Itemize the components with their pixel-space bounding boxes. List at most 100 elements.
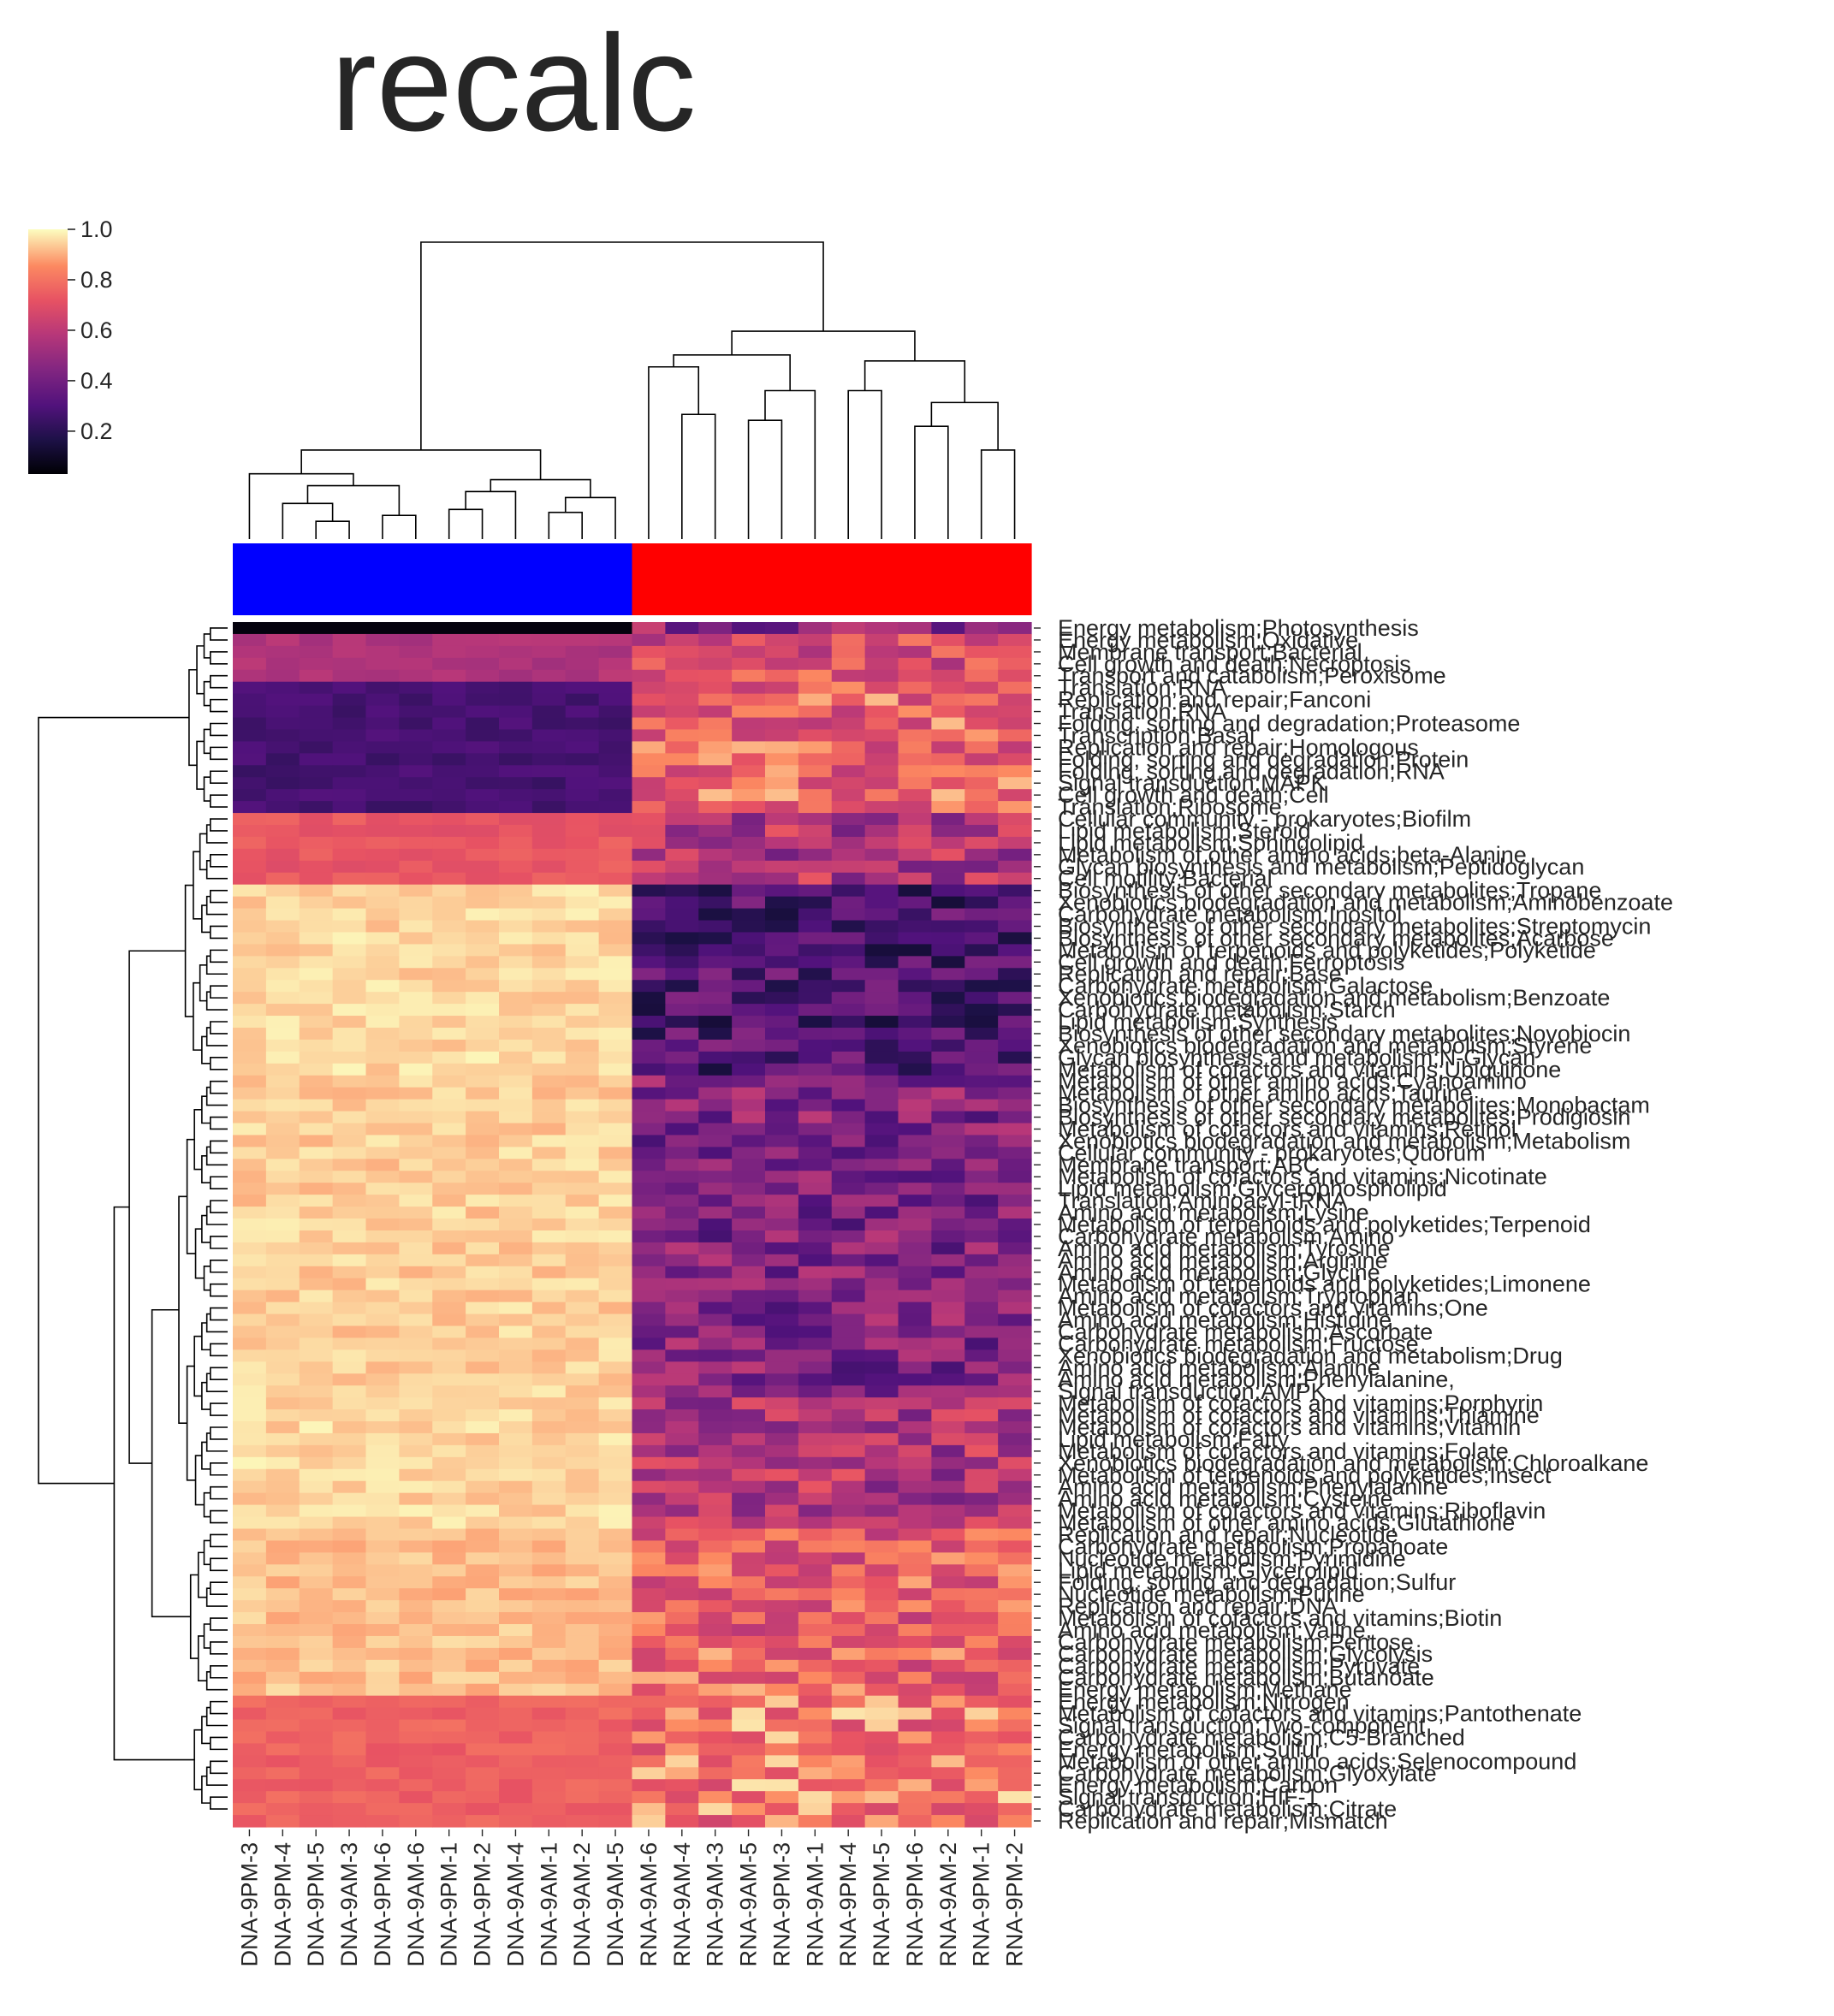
heatmap-cell [432, 753, 466, 766]
heatmap-cell [665, 1337, 699, 1350]
heatmap-cell [831, 1159, 866, 1171]
heatmap-cell [665, 1099, 699, 1112]
heatmap-cell [432, 1337, 466, 1350]
heatmap-cell [399, 836, 433, 850]
heatmap-cell [565, 1183, 600, 1195]
heatmap-cell [632, 693, 666, 707]
heatmap-cell [499, 1600, 533, 1613]
heatmap-cell [831, 1183, 866, 1195]
heatmap-cell [332, 1016, 367, 1029]
heatmap-cell [698, 908, 733, 922]
heatmap-cell [864, 1779, 899, 1792]
heatmap-cell [332, 1528, 367, 1542]
heatmap-cell [499, 1516, 533, 1530]
heatmap-cell [765, 1432, 799, 1446]
heatmap-cell [565, 1027, 600, 1041]
heatmap-cell [898, 1385, 932, 1398]
heatmap-cell [265, 645, 300, 659]
heatmap-cell [531, 1135, 567, 1147]
heatmap-cell [499, 717, 533, 731]
heatmap-cell [265, 1290, 300, 1303]
heatmap-cell [698, 1671, 733, 1685]
heatmap-cell [898, 622, 932, 635]
heatmap-cell [831, 645, 866, 659]
heatmap-cell [365, 1659, 400, 1673]
heatmap-cell [531, 1337, 567, 1350]
row-label: Metabolism of cofactors and vitamins;One [1058, 1296, 1488, 1321]
heatmap-cell [698, 645, 733, 659]
heatmap-cell [531, 848, 567, 862]
heatmap-cell [964, 789, 999, 802]
heatmap-cell [964, 1803, 999, 1816]
heatmap-cell [931, 1528, 965, 1542]
heatmap-cell [931, 1659, 965, 1673]
heatmap-cell [365, 1337, 400, 1350]
heatmap-cell [964, 753, 999, 766]
heatmap-cell [964, 1123, 999, 1136]
heatmap-cell [265, 1743, 300, 1756]
heatmap-cell [998, 1004, 1032, 1017]
heatmap-cell [365, 1576, 400, 1589]
heatmap-cell [864, 1600, 899, 1613]
heatmap-cell [931, 1123, 965, 1136]
heatmap-cell [798, 1767, 833, 1780]
heatmap-cell [466, 1456, 500, 1470]
heatmap-cell [732, 992, 766, 1005]
heatmap-cell [765, 1528, 799, 1542]
heatmap-cell [765, 1624, 799, 1637]
heatmap-cell [365, 765, 400, 778]
row-label: Glycan biosynthesis and metabolism;Pepti… [1058, 854, 1584, 880]
heatmap-cell [931, 1695, 965, 1709]
heatmap-cell [466, 765, 500, 778]
heatmap-cell [698, 777, 733, 790]
heatmap-cell [432, 1659, 466, 1673]
dendrogram-link [210, 1260, 228, 1273]
heatmap-cell [665, 693, 699, 707]
heatmap-cell [332, 1325, 367, 1339]
heatmap-cell [864, 920, 899, 934]
heatmap-cell [233, 1087, 267, 1100]
heatmap-cell [432, 1004, 466, 1017]
heatmap-cell [665, 801, 699, 814]
heatmap-cell [931, 944, 965, 957]
heatmap-cell [432, 717, 466, 731]
heatmap-cell [265, 1671, 300, 1685]
heatmap-cell [299, 1242, 334, 1255]
heatmap-cell [399, 1695, 433, 1709]
heatmap-cell [964, 1349, 999, 1362]
heatmap-cell [466, 633, 500, 647]
heatmap-cell [265, 1099, 300, 1112]
heatmap-cell [432, 741, 466, 754]
heatmap-cell [831, 765, 866, 778]
heatmap-cell [931, 1063, 965, 1076]
heatmap-cell [598, 753, 633, 766]
heatmap-cell [531, 1707, 567, 1721]
heatmap-cell [299, 884, 334, 898]
heatmap-cell [931, 622, 965, 635]
row-label: Biosynthesis of other secondary metaboli… [1058, 913, 1651, 939]
heatmap-cell [898, 1325, 932, 1339]
heatmap-cell [732, 669, 766, 683]
heatmap-cell [698, 1600, 733, 1613]
heatmap-cell [432, 729, 466, 743]
heatmap-cell [365, 1147, 400, 1159]
heatmap-cell [665, 1647, 699, 1661]
heatmap-cell [365, 645, 400, 659]
heatmap-cell [998, 657, 1032, 671]
heatmap-cell [565, 1218, 600, 1231]
heatmap-cell [998, 1087, 1032, 1100]
heatmap-cell [233, 1743, 267, 1756]
heatmap-cell [665, 1230, 699, 1243]
heatmap-cell [365, 1588, 400, 1601]
heatmap-cell [332, 1039, 367, 1052]
heatmap-cell [531, 872, 567, 886]
heatmap-cell [499, 1815, 533, 1828]
heatmap-cell [964, 1480, 999, 1494]
heatmap-cell [565, 1683, 600, 1697]
heatmap-cell [499, 1027, 533, 1041]
heatmap-cell [265, 1552, 300, 1565]
heatmap-cell [864, 1361, 899, 1374]
heatmap-cell [998, 1075, 1032, 1088]
heatmap-cell [898, 1480, 932, 1494]
heatmap-cell [365, 681, 400, 695]
